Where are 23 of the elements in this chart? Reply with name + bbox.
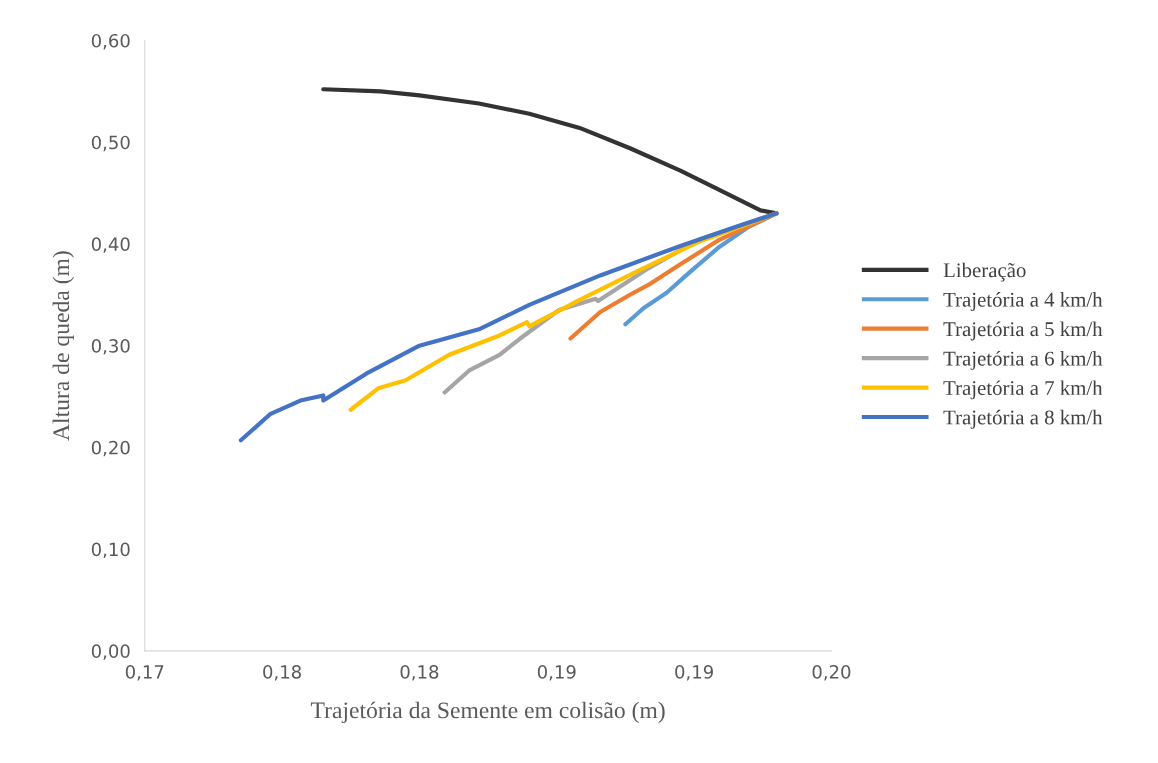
- y-tick-label: 0,50: [91, 135, 130, 152]
- y-tick-label: 0,40: [91, 237, 130, 253]
- x-tick-label: 0,17: [125, 665, 164, 681]
- x-tick-label: 0,19: [675, 665, 713, 681]
- legend-label: Trajetória a 8 km/h: [943, 409, 1103, 429]
- legend-label: Liberação: [943, 262, 1026, 282]
- y-tick-label: 0,20: [91, 440, 130, 457]
- y-tick-label: 0,00: [91, 644, 130, 660]
- legend-label: Trajetória a 7 km/h: [943, 380, 1103, 400]
- y-tick-label: 0,60: [91, 33, 130, 50]
- x-axis-title: Trajetória da Semente em colisão (m): [310, 701, 665, 724]
- x-tick-label: 0,19: [537, 665, 576, 681]
- x-tick-label: 0,20: [812, 665, 851, 681]
- legend-label: Trajetória a 6 km/h: [943, 350, 1103, 370]
- y-tick-label: 0,10: [91, 542, 130, 559]
- legend-label: Trajetória a 4 km/h: [943, 292, 1103, 311]
- line-series: [238, 211, 779, 443]
- x-tick-label: 0,18: [263, 665, 301, 681]
- y-axis-title: Altura de queda (m): [52, 251, 74, 441]
- legend-label: Trajetória a 5 km/h: [943, 321, 1103, 341]
- line-series: [321, 87, 779, 216]
- y-tick-label: 0,30: [91, 339, 130, 355]
- x-tick-label: 0,18: [400, 665, 439, 681]
